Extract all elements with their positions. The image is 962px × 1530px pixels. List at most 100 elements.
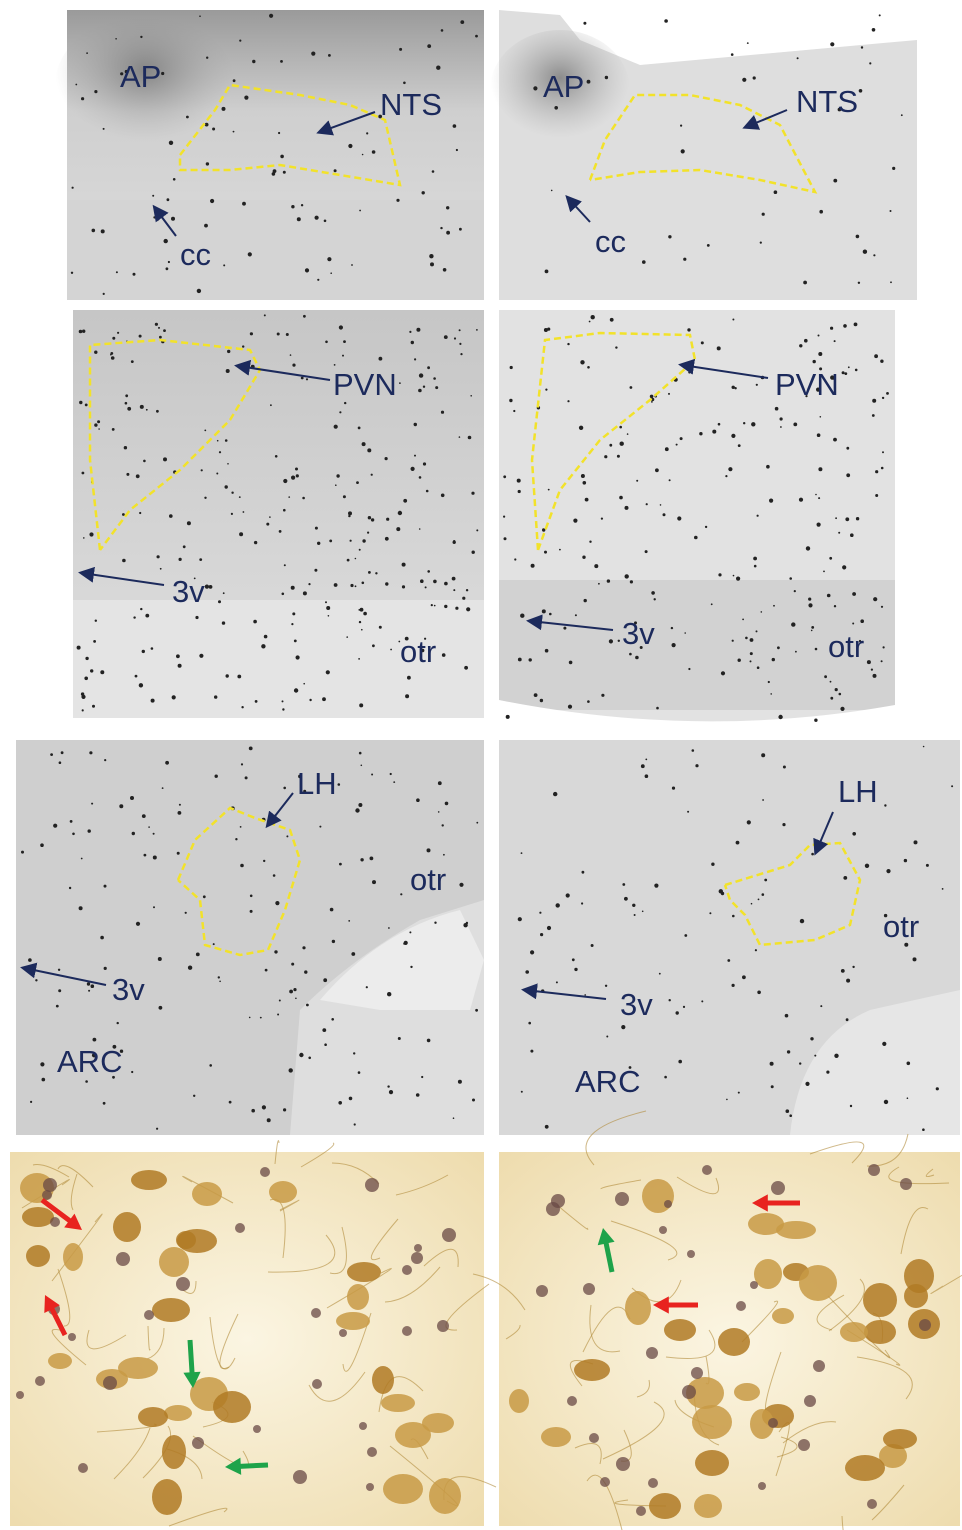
cell-dot xyxy=(97,420,100,423)
cell-dot xyxy=(396,199,399,202)
cell-dot xyxy=(852,832,856,836)
cell-dot xyxy=(239,496,241,498)
nucleus xyxy=(919,1319,931,1331)
cell-dot xyxy=(660,504,662,506)
cell-dot xyxy=(204,224,208,228)
cell-dot xyxy=(143,460,146,463)
cell-dot xyxy=(545,389,547,391)
cell-dot xyxy=(241,706,243,708)
cell-dot xyxy=(178,811,182,815)
cell-dot xyxy=(249,1017,251,1019)
neuron xyxy=(63,1243,83,1271)
cell-dot xyxy=(92,229,96,233)
nucleus xyxy=(103,1376,117,1390)
cell-dot xyxy=(681,149,685,153)
indicator-arrow xyxy=(190,1340,192,1376)
cell-dot xyxy=(359,752,362,755)
cell-dot xyxy=(656,707,659,710)
cell-dot xyxy=(503,516,505,518)
cell-dot xyxy=(358,658,360,660)
cell-dot xyxy=(423,386,425,388)
cell-dot xyxy=(330,272,332,274)
cell-dot xyxy=(387,1085,389,1087)
cell-dot xyxy=(804,339,808,343)
neuron xyxy=(799,1265,837,1301)
cell-dot xyxy=(551,190,553,192)
cell-dot xyxy=(288,496,290,498)
cell-dot xyxy=(890,210,892,212)
cell-dot xyxy=(818,497,820,499)
cell-dot xyxy=(584,994,586,996)
cell-dot xyxy=(308,1057,311,1060)
cell-dot xyxy=(214,695,217,698)
cell-dot xyxy=(388,927,390,929)
cell-dot xyxy=(455,607,458,610)
neuron xyxy=(372,1366,394,1394)
nucleus xyxy=(867,1499,877,1509)
cell-dot xyxy=(398,1037,401,1040)
cell-dot xyxy=(89,532,93,536)
cell-dot xyxy=(176,654,180,658)
cell-dot xyxy=(795,651,797,653)
cell-dot xyxy=(317,542,320,545)
cell-dot xyxy=(286,333,289,336)
cell-dot xyxy=(580,360,584,364)
cell-dot xyxy=(695,764,698,767)
cell-dot xyxy=(306,1004,309,1007)
cell-dot xyxy=(452,577,456,581)
neuron xyxy=(642,1179,674,1213)
cell-dot xyxy=(296,474,299,477)
neuron xyxy=(574,1359,610,1381)
cell-dot xyxy=(359,621,361,623)
neuron xyxy=(118,1357,158,1379)
cell-dot xyxy=(204,497,206,499)
cell-dot xyxy=(278,132,280,134)
panel: PVN 3v otr xyxy=(499,310,895,730)
cell-dot xyxy=(136,474,140,478)
cell-dot xyxy=(100,936,104,940)
cell-dot xyxy=(219,981,221,983)
cell-dot xyxy=(844,372,847,375)
cell-dot xyxy=(760,242,762,244)
cell-dot xyxy=(386,518,389,521)
cell-dot xyxy=(829,557,832,560)
cell-dot xyxy=(222,107,226,111)
cell-dot xyxy=(583,481,587,485)
cell-dot xyxy=(153,906,155,908)
cell-dot xyxy=(196,953,200,957)
cell-dot xyxy=(751,422,755,426)
cell-dot xyxy=(799,498,803,502)
cell-dot xyxy=(252,60,255,63)
cell-dot xyxy=(444,582,448,586)
cell-dot xyxy=(782,823,785,826)
nucleus xyxy=(702,1165,712,1175)
nucleus xyxy=(16,1391,24,1399)
cell-dot xyxy=(82,330,85,333)
cell-dot xyxy=(732,319,734,321)
cell-dot xyxy=(139,683,143,687)
cell-dot xyxy=(525,970,529,974)
cell-dot xyxy=(875,470,878,473)
cell-dot xyxy=(476,822,478,824)
cell-dot xyxy=(427,1039,431,1043)
cell-dot xyxy=(476,529,478,531)
cell-dot xyxy=(433,377,436,380)
panel: PVN 3v otr xyxy=(73,310,484,718)
cell-dot xyxy=(619,496,623,500)
cell-dot xyxy=(286,835,288,837)
cell-dot xyxy=(677,516,681,520)
cell-dot xyxy=(303,683,305,685)
cell-dot xyxy=(359,549,361,551)
cell-dot xyxy=(669,479,671,481)
cell-dot xyxy=(466,922,468,924)
cell-dot xyxy=(728,467,732,471)
cell-dot xyxy=(773,605,775,607)
cell-dot xyxy=(566,893,570,897)
cell-dot xyxy=(842,371,845,374)
cell-dot xyxy=(336,474,339,477)
cell-dot xyxy=(630,386,633,389)
cell-dot xyxy=(325,341,328,344)
cell-dot xyxy=(762,893,765,896)
neuron xyxy=(138,1407,168,1427)
cell-dot xyxy=(159,1006,163,1010)
